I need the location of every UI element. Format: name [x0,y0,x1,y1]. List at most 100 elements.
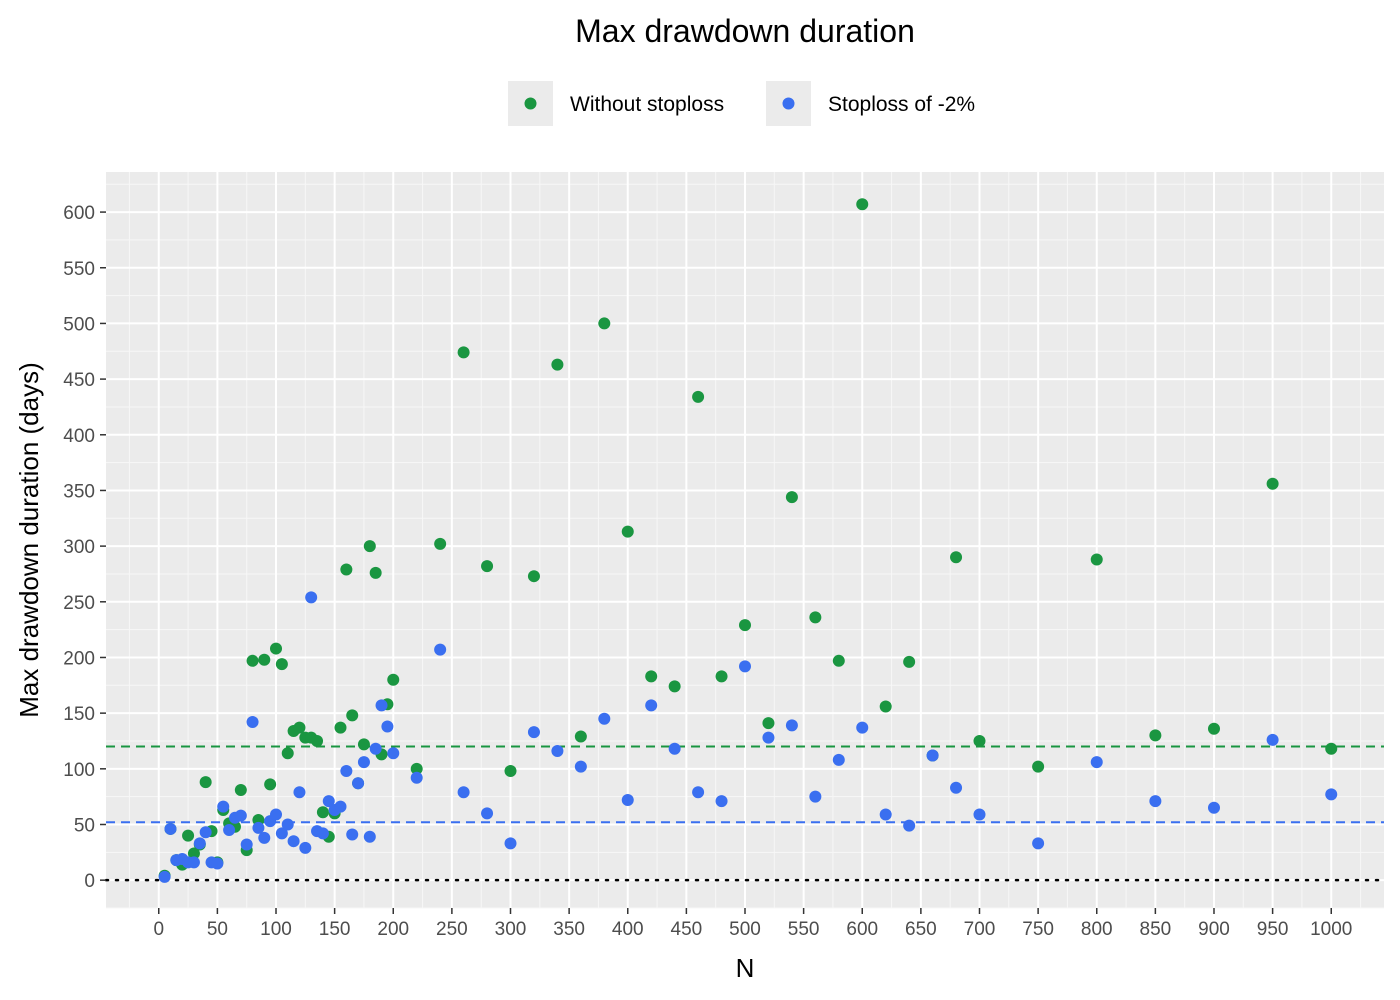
point-stoploss [211,857,224,870]
point-stoploss [381,720,394,733]
y-tick-label: 600 [63,203,95,224]
point-without-stoploss [856,198,869,211]
point-without-stoploss [457,346,470,359]
point-without-stoploss [340,563,353,576]
point-stoploss [352,777,365,790]
point-stoploss [275,827,288,840]
point-stoploss [387,747,400,760]
y-tick-label: 250 [63,593,95,614]
point-stoploss [246,716,259,729]
x-tick-label: 0 [153,919,164,940]
point-stoploss [1032,837,1045,850]
point-stoploss [316,827,329,840]
point-without-stoploss [293,721,306,734]
x-tick-label: 200 [377,919,409,940]
x-tick-label: 600 [846,919,878,940]
point-without-stoploss [187,847,200,860]
legend-label-stoploss: Stoploss of -2% [828,93,975,116]
point-without-stoploss [434,537,447,550]
point-without-stoploss [275,658,288,671]
point-without-stoploss [346,709,359,722]
legend-label-without-stoploss: Without stoploss [570,93,724,116]
point-stoploss [832,753,845,766]
point-without-stoploss [199,776,212,789]
y-tick-label: 0 [84,871,95,892]
point-stoploss [504,837,517,850]
point-stoploss [973,808,986,821]
x-tick-label: 150 [319,919,351,940]
point-stoploss [334,800,347,813]
point-stoploss [363,830,376,843]
point-stoploss [340,765,353,778]
point-stoploss [287,835,300,848]
point-without-stoploss [762,717,775,730]
y-tick-label: 350 [63,481,95,502]
legend-marker-stoploss [782,97,795,110]
x-tick-label: 450 [671,919,703,940]
x-tick-label: 750 [1022,919,1054,940]
point-stoploss [668,742,681,755]
legend: Without stoploss Stoploss of -2% [508,81,975,126]
point-stoploss [369,742,382,755]
point-without-stoploss [1266,477,1279,490]
point-stoploss [457,786,470,799]
y-tick-label: 200 [63,648,95,669]
point-without-stoploss [234,783,247,796]
point-stoploss [809,790,822,803]
point-stoploss [739,660,751,673]
point-without-stoploss [504,765,517,778]
point-without-stoploss [387,673,400,686]
point-stoploss [950,781,963,794]
x-tick-label: 950 [1257,919,1289,940]
x-tick-label: 300 [495,919,527,940]
x-tick-label: 850 [1140,919,1172,940]
point-stoploss [785,719,798,732]
point-stoploss [164,822,177,835]
point-stoploss [926,749,939,762]
point-stoploss [305,591,318,604]
point-without-stoploss [481,560,494,573]
point-without-stoploss [316,806,329,819]
point-without-stoploss [668,680,681,693]
x-tick-label: 800 [1081,919,1113,940]
point-stoploss [299,841,312,854]
x-axis: 0 50 100 150 200 250 300 350 400 450 500 550 600 650 7… [153,908,1352,940]
point-without-stoploss [369,566,382,579]
point-without-stoploss [334,721,347,734]
point-without-stoploss [574,730,587,743]
y-tick-label: 400 [63,426,95,447]
point-without-stoploss [973,734,986,747]
point-stoploss [346,828,359,841]
point-without-stoploss [363,540,376,553]
point-stoploss [187,856,200,869]
point-without-stoploss [809,611,822,624]
grid-major [106,172,1384,908]
point-without-stoploss [1149,729,1162,742]
point-stoploss [240,838,253,851]
point-without-stoploss [357,738,370,751]
chart-title: Max drawdown duration [575,13,915,49]
point-stoploss [281,818,294,831]
point-stoploss [322,795,335,808]
y-tick-label: 150 [63,704,95,725]
point-without-stoploss [692,390,705,403]
point-without-stoploss [281,747,294,760]
point-stoploss [1207,801,1220,814]
point-without-stoploss [1090,553,1103,566]
point-stoploss [199,826,212,839]
x-tick-label: 350 [553,919,585,940]
x-tick-label: 250 [436,919,468,940]
point-stoploss [527,726,540,739]
grid-minor [106,172,1384,909]
x-tick-label: 500 [729,919,761,940]
point-without-stoploss [264,778,277,791]
y-tick-label: 100 [63,760,95,781]
point-stoploss [410,771,423,784]
point-stoploss [481,807,494,820]
point-without-stoploss [1207,722,1220,735]
point-without-stoploss [832,654,845,667]
point-stoploss [645,699,658,712]
y-tick-label: 450 [63,370,95,391]
x-axis-title: N [736,953,755,983]
x-tick-label: 700 [964,919,996,940]
